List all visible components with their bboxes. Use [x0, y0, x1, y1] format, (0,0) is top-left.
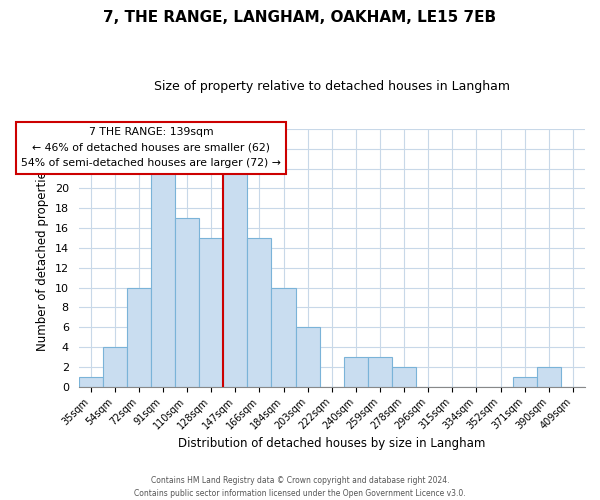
- Bar: [199, 238, 223, 386]
- Text: 7 THE RANGE: 139sqm
← 46% of detached houses are smaller (62)
54% of semi-detach: 7 THE RANGE: 139sqm ← 46% of detached ho…: [21, 127, 281, 168]
- Bar: [103, 347, 127, 387]
- Title: Size of property relative to detached houses in Langham: Size of property relative to detached ho…: [154, 80, 510, 93]
- Bar: [175, 218, 199, 386]
- X-axis label: Distribution of detached houses by size in Langham: Distribution of detached houses by size …: [178, 437, 485, 450]
- Bar: [296, 327, 320, 386]
- Bar: [512, 377, 537, 386]
- Bar: [344, 357, 368, 386]
- Text: Contains HM Land Registry data © Crown copyright and database right 2024.
Contai: Contains HM Land Registry data © Crown c…: [134, 476, 466, 498]
- Bar: [247, 238, 271, 386]
- Y-axis label: Number of detached properties: Number of detached properties: [36, 165, 49, 351]
- Bar: [127, 288, 151, 386]
- Bar: [151, 168, 175, 386]
- Bar: [537, 367, 561, 386]
- Bar: [368, 357, 392, 386]
- Text: 7, THE RANGE, LANGHAM, OAKHAM, LE15 7EB: 7, THE RANGE, LANGHAM, OAKHAM, LE15 7EB: [103, 10, 497, 25]
- Bar: [271, 288, 296, 386]
- Bar: [223, 168, 247, 386]
- Bar: [79, 377, 103, 386]
- Bar: [392, 367, 416, 386]
